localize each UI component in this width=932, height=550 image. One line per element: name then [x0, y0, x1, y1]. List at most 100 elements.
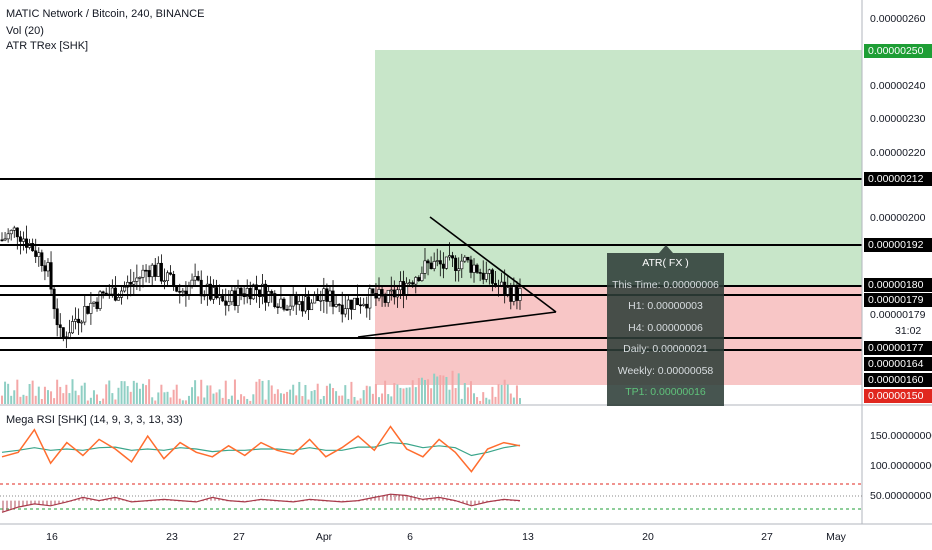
- volume-bar: [172, 389, 175, 404]
- candle-body: [178, 291, 182, 293]
- volume-bar: [503, 379, 506, 404]
- candle-body: [172, 274, 176, 286]
- histogram-bar: [450, 499, 452, 501]
- candle-body: [162, 280, 166, 283]
- volume-bar: [175, 384, 178, 404]
- histogram-bar: [482, 500, 484, 503]
- histogram-bar: [486, 500, 488, 502]
- level-tag: 0.00000212: [864, 172, 932, 186]
- level-tag: 0.00000160: [864, 373, 932, 387]
- volume-bar: [191, 387, 194, 404]
- histogram-bar: [62, 500, 64, 504]
- atr-this-time: This Time: 0.00000006: [612, 278, 719, 291]
- candle-body: [181, 290, 185, 293]
- candle-body: [101, 291, 105, 294]
- volume-bar: [273, 393, 276, 404]
- candle-body: [359, 304, 363, 307]
- candle-body: [199, 279, 203, 297]
- volume-bar: [209, 385, 212, 404]
- volume-bar: [494, 396, 497, 404]
- triangle-pattern[interactable]: [357, 216, 557, 338]
- volume-bar: [341, 395, 344, 404]
- volume-bar: [362, 390, 365, 404]
- candle-body: [291, 294, 295, 307]
- candle-body: [18, 236, 22, 242]
- candle-body: [141, 269, 145, 278]
- rsi-tick: 100.00000000: [870, 460, 932, 472]
- volume-bar: [512, 397, 515, 404]
- rsi-legend[interactable]: Mega RSI [SHK] (14, 9, 3, 3, 13, 33): [6, 414, 183, 426]
- candle-body: [138, 276, 142, 279]
- volume-bar: [460, 398, 463, 404]
- atr-legend[interactable]: ATR TRex [SHK]: [6, 40, 89, 52]
- candle-body: [254, 284, 258, 291]
- volume-bar: [178, 398, 181, 404]
- volume-bar: [243, 396, 246, 404]
- volume-bar: [240, 394, 243, 404]
- candle-body: [484, 273, 488, 280]
- volume-bar: [396, 384, 399, 404]
- candle-body: [506, 287, 510, 296]
- candle-body: [86, 306, 90, 314]
- candle-body: [503, 281, 507, 296]
- volume-bar: [187, 395, 190, 404]
- candle-body: [441, 263, 445, 269]
- candle-body: [408, 282, 412, 284]
- candle-body: [435, 260, 439, 262]
- volume-bar: [335, 391, 338, 404]
- rsi-line: [1, 425, 521, 473]
- candle-body: [414, 277, 418, 285]
- volume-bar: [282, 393, 285, 404]
- volume-bar: [469, 381, 472, 404]
- level-tag: 0.00000192: [864, 238, 932, 252]
- volume-bar: [497, 384, 500, 404]
- volume-bar: [473, 393, 476, 404]
- volume-bar: [221, 397, 224, 404]
- candle-body: [371, 288, 375, 294]
- volume-bar: [56, 379, 59, 404]
- candle-body: [58, 324, 62, 328]
- atr-box-pointer: [659, 245, 673, 253]
- candle-body: [346, 299, 350, 309]
- candle-body: [319, 300, 323, 302]
- candle-body: [392, 289, 396, 298]
- candle-body: [166, 272, 170, 282]
- volume-legend[interactable]: Vol (20): [6, 25, 44, 37]
- volume-bar: [258, 379, 261, 404]
- volume-bar: [157, 392, 160, 404]
- volume-bar: [439, 375, 442, 404]
- time-tick: 23: [166, 531, 178, 543]
- candle-body: [316, 295, 320, 302]
- volume-bar: [332, 388, 335, 404]
- volume-bar: [77, 395, 80, 404]
- price-tick: 0.00000240: [870, 80, 926, 92]
- volume-bar: [488, 399, 491, 404]
- candle-body: [9, 230, 13, 235]
- candle-body: [123, 286, 127, 292]
- candle-body: [512, 284, 516, 302]
- volume-bar: [344, 385, 347, 404]
- volume-bar: [405, 387, 408, 404]
- time-tick: 13: [522, 531, 534, 543]
- volume-bar: [237, 399, 240, 404]
- candle-body: [334, 304, 338, 307]
- volume-bar: [381, 393, 384, 404]
- candle-body: [150, 264, 154, 278]
- histogram-bar: [370, 497, 372, 501]
- volume-bar: [227, 399, 230, 404]
- atr-info-panel[interactable]: ATR( FX ) This Time: 0.00000006 H1: 0.00…: [607, 253, 724, 406]
- price-tick: 0.00000260: [870, 13, 926, 25]
- bar-countdown: 31:02: [895, 325, 922, 337]
- histogram-bar: [2, 500, 4, 513]
- volume-bar: [338, 395, 341, 404]
- volume-bar: [160, 384, 163, 404]
- candle-body: [92, 301, 96, 304]
- volume-bar: [65, 384, 68, 404]
- volume-bar: [485, 397, 488, 404]
- rsi-tick: 150.00000000: [870, 430, 932, 442]
- time-tick: May: [826, 531, 846, 543]
- volume-bar: [476, 397, 479, 404]
- volume-bar: [13, 390, 16, 404]
- volume-bar: [148, 379, 151, 404]
